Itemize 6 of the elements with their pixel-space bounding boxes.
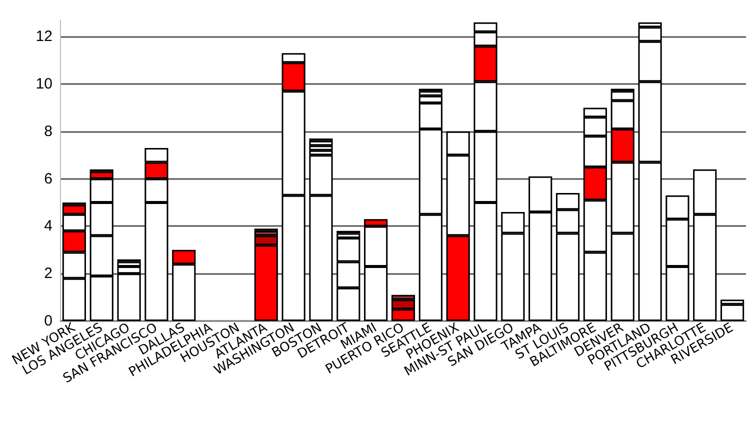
y-tick-label: 8	[44, 122, 52, 140]
y-tick-label: 2	[44, 265, 52, 282]
y-tick-label: 6	[44, 170, 52, 188]
y-tick-label: 12	[36, 28, 52, 46]
y-tick-label: 10	[36, 75, 52, 92]
y-tick-label: 4	[44, 218, 52, 235]
